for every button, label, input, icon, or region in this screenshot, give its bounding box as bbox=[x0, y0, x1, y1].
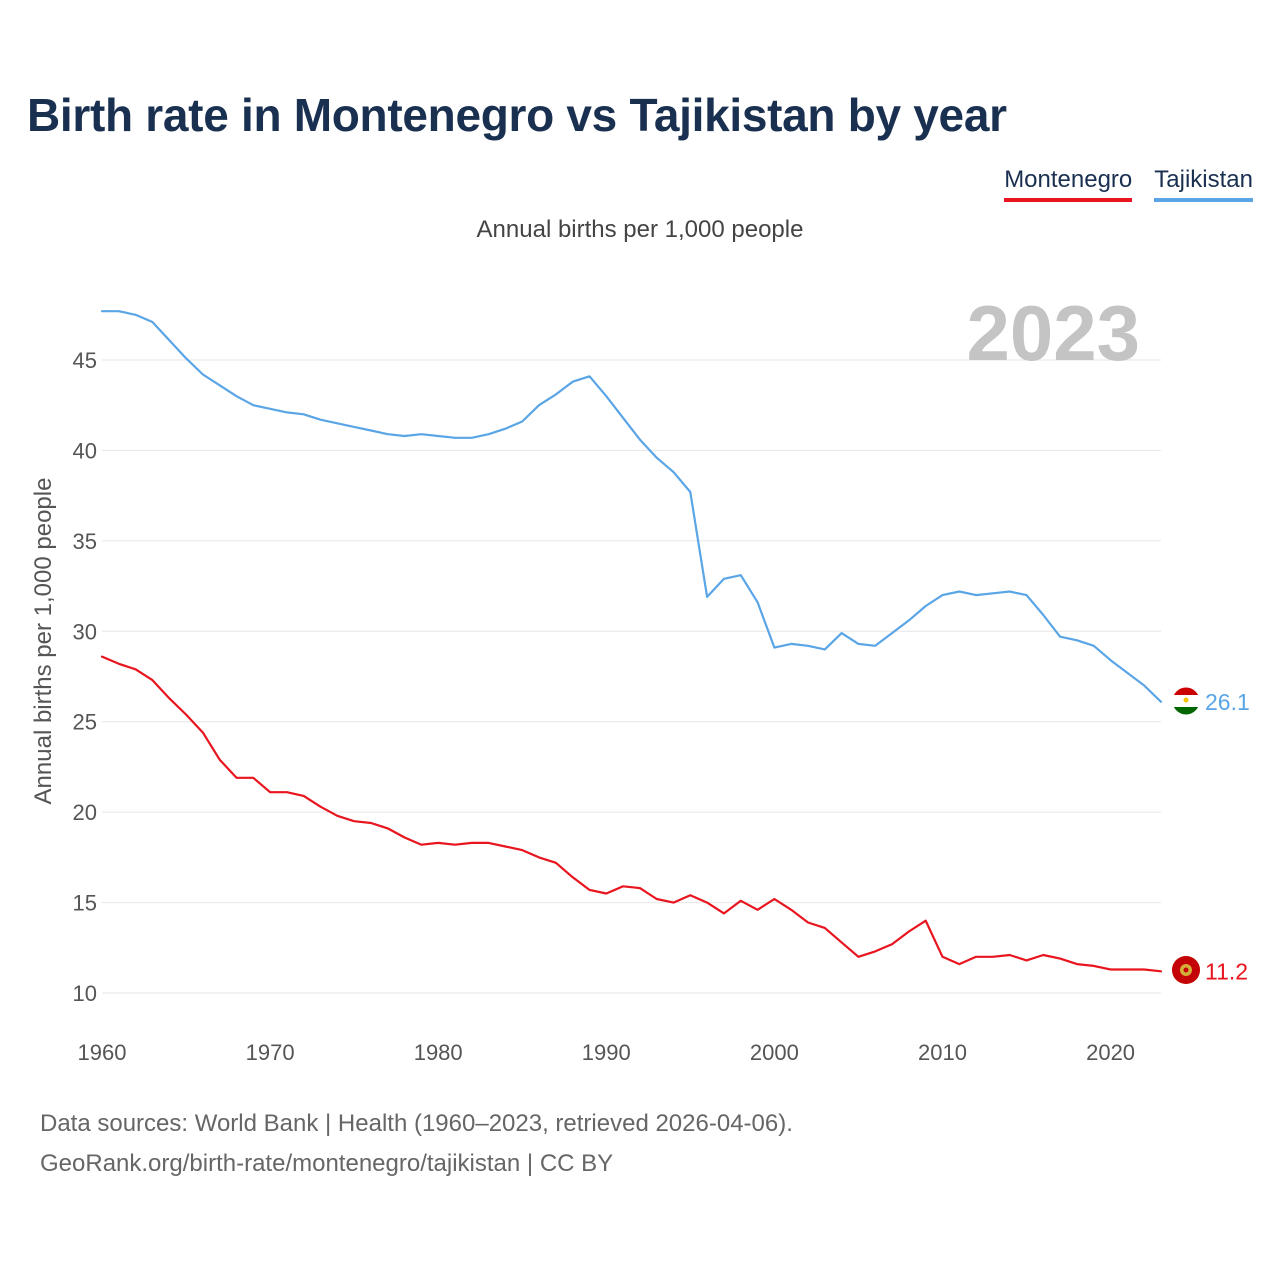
y-axis-title: Annual births per 1,000 people bbox=[30, 478, 57, 805]
chart-subtitle: Annual births per 1,000 people bbox=[476, 216, 804, 243]
y-tick-label-35: 35 bbox=[73, 529, 97, 554]
y-tick-label-10: 10 bbox=[73, 981, 97, 1006]
x-tick-label-2000: 2000 bbox=[750, 1040, 799, 1065]
y-tick-label-45: 45 bbox=[73, 348, 97, 373]
x-tick-label-1980: 1980 bbox=[414, 1040, 463, 1065]
series-line-montenegro bbox=[100, 655, 1163, 973]
tajikistan-flag-icon bbox=[1171, 686, 1201, 716]
x-tick-label-1970: 1970 bbox=[246, 1040, 295, 1065]
y-tick-label-20: 20 bbox=[73, 800, 97, 825]
chart-title: Birth rate in Montenegro vs Tajikistan b… bbox=[27, 89, 1007, 141]
y-tick-label-25: 25 bbox=[73, 710, 97, 735]
legend-item-tajikistan[interactable]: Tajikistan bbox=[1154, 166, 1253, 202]
x-tick-label-1990: 1990 bbox=[582, 1040, 631, 1065]
end-value-label-montenegro: 11.2 bbox=[1205, 958, 1248, 984]
series-line-tajikistan bbox=[100, 310, 1163, 703]
footer: Data sources: World Bank | Health (1960–… bbox=[40, 1104, 793, 1184]
x-tick-label-2020: 2020 bbox=[1086, 1040, 1135, 1065]
x-tick-label-1960: 1960 bbox=[78, 1040, 127, 1065]
y-tick-label-30: 30 bbox=[73, 619, 97, 644]
montenegro-flag-icon bbox=[1172, 956, 1200, 984]
data-source-note: Data sources: World Bank | Health (1960–… bbox=[40, 1110, 793, 1137]
end-value-label-tajikistan: 26.1 bbox=[1205, 689, 1250, 715]
legend-item-montenegro[interactable]: Montenegro bbox=[1004, 166, 1133, 202]
source-url: GeoRank.org/birth-rate/montenegro/tajiki… bbox=[40, 1150, 614, 1177]
legend: Montenegro Tajikistan bbox=[1004, 166, 1253, 202]
year-watermark: 2023 bbox=[966, 289, 1140, 377]
y-tick-label-40: 40 bbox=[73, 438, 97, 463]
x-tick-label-2010: 2010 bbox=[918, 1040, 967, 1065]
y-tick-label-15: 15 bbox=[73, 891, 97, 916]
